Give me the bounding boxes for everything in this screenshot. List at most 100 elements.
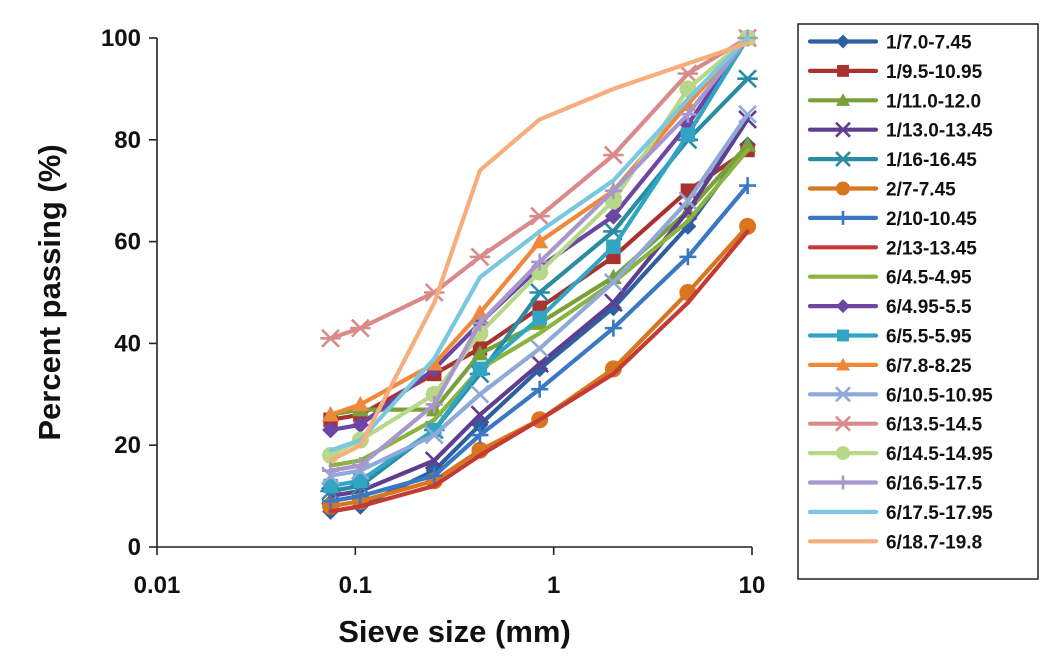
- data-point: [738, 104, 758, 124]
- legend-item: 6/4.5-4.95: [807, 268, 972, 289]
- data-point: [680, 127, 696, 142]
- series-line: [328, 35, 750, 417]
- data-point: [425, 395, 443, 413]
- x-tick-label: 10: [739, 572, 766, 599]
- data-point: [604, 360, 622, 378]
- axes: 0 20 40 60 80 100 0.01 0.1 1 10: [101, 25, 765, 599]
- data-point: [425, 467, 443, 485]
- legend-marker: [836, 475, 850, 490]
- data-point: [603, 145, 624, 165]
- data-point: [604, 319, 622, 337]
- legend-item: 2/7-7.45: [807, 180, 956, 201]
- data-point: [603, 293, 623, 313]
- legend-item: 6/7.8-8.25: [807, 356, 972, 377]
- legend-marker: [835, 386, 851, 403]
- legend-box: [797, 23, 1039, 580]
- data-point: [471, 426, 489, 444]
- legend-item: 1/13.0-13.45: [807, 121, 993, 142]
- series-7: [322, 177, 757, 510]
- data-point: [531, 233, 549, 249]
- data-point: [425, 355, 443, 371]
- legend-label: 2/7-7.45: [886, 180, 956, 201]
- legend-marker: [834, 151, 852, 168]
- data-point: [604, 207, 622, 225]
- series-line: [328, 229, 750, 514]
- data-point: [739, 217, 757, 235]
- legend-label: 6/10.5-10.95: [886, 385, 993, 406]
- y-tick-label: 20: [114, 432, 141, 459]
- y-axis-title: Percent passing (%): [32, 144, 67, 440]
- data-point: [351, 395, 369, 412]
- legend-item: 1/9.5-10.95: [807, 62, 983, 83]
- series-18: [328, 40, 750, 463]
- data-point: [679, 105, 697, 123]
- series-line: [328, 117, 750, 499]
- legend-label: 1/13.0-13.45: [886, 121, 993, 142]
- data-point: [322, 421, 340, 439]
- legend-item: 6/18.7-19.8: [807, 532, 982, 553]
- data-point: [323, 478, 338, 494]
- series-line: [328, 142, 750, 417]
- series-line: [328, 142, 750, 514]
- series-14: [320, 28, 758, 348]
- legend-item: 1/11.0-12.0: [807, 91, 981, 112]
- data-point: [471, 345, 489, 361]
- series-line: [328, 40, 750, 463]
- series-line: [328, 35, 750, 458]
- data-point: [677, 64, 699, 84]
- data-point: [603, 272, 623, 292]
- x-axis-title: Sieve size (mm): [338, 614, 571, 649]
- legend-label: 6/16.5-17.5: [886, 474, 983, 495]
- data-point: [606, 239, 621, 254]
- data-point: [471, 314, 489, 332]
- legend-label: 1/9.5-10.95: [886, 62, 983, 83]
- data-point: [529, 206, 550, 226]
- x-tick-label: 0.1: [339, 572, 372, 599]
- legend-item: 6/13.5-14.5: [807, 415, 983, 436]
- legend-label: 6/18.7-19.8: [886, 532, 982, 553]
- data-point: [532, 310, 547, 326]
- legend-label: 1/16-16.45: [886, 150, 977, 171]
- plot-area: [320, 28, 758, 520]
- y-tick-label: 100: [101, 25, 141, 52]
- legend-marker: [834, 415, 852, 432]
- data-point: [531, 360, 549, 378]
- data-point: [529, 283, 550, 302]
- legend-item: 6/17.5-17.95: [807, 503, 993, 524]
- y-tick-label: 40: [114, 330, 141, 357]
- data-point: [739, 177, 757, 195]
- series-16: [322, 29, 757, 480]
- y-tick-label: 0: [128, 534, 141, 561]
- data-point: [679, 248, 697, 266]
- legend-marker: [836, 34, 850, 49]
- legend-item: 6/5.5-5.95: [807, 327, 972, 348]
- legend-item: 2/13-13.45: [807, 238, 977, 259]
- legend: 1/7.0-7.45 1/9.5-10.95 1/11.0-12.0 1/13.0-1…: [797, 23, 1039, 580]
- data-point: [530, 339, 550, 358]
- legend-marker: [837, 64, 849, 77]
- x-tick-label: 0.01: [134, 572, 181, 599]
- legend-item: 1/7.0-7.45: [807, 33, 972, 54]
- series-line: [328, 35, 750, 341]
- legend-label: 6/13.5-14.5: [886, 415, 983, 436]
- legend-item: 6/10.5-10.95: [807, 385, 993, 406]
- data-point: [320, 328, 341, 348]
- data-point: [351, 416, 369, 434]
- data-point: [739, 136, 757, 152]
- series-line: [328, 112, 750, 478]
- legend-item: 2/10-10.45: [807, 209, 977, 230]
- legend-marker: [836, 181, 850, 196]
- legend-label: 6/4.95-5.5: [886, 297, 972, 318]
- series-line: [328, 35, 750, 488]
- series-line: [328, 224, 750, 509]
- series-line: [328, 183, 750, 504]
- data-point: [353, 473, 368, 489]
- data-point: [470, 384, 490, 404]
- legend-item: 6/4.95-5.5: [807, 297, 972, 318]
- legend-label: 2/13-13.45: [886, 238, 977, 259]
- series-line: [328, 35, 750, 453]
- data-point: [351, 487, 369, 505]
- legend-label: 6/14.5-14.95: [886, 444, 993, 465]
